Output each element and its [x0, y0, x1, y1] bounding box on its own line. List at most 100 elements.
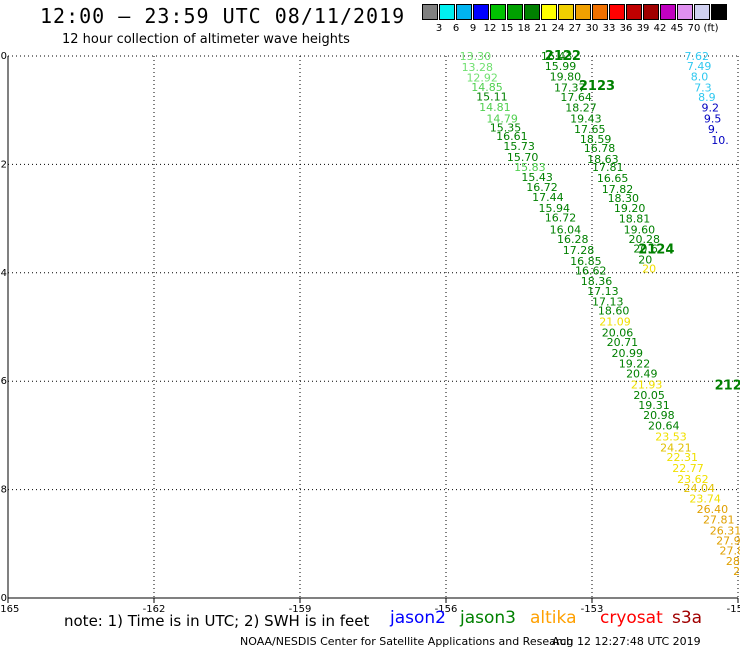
- y-tick-label: -32: [0, 159, 7, 170]
- colorbar-swatch: [592, 4, 608, 20]
- colorbar-swatch: [558, 4, 574, 20]
- x-tick-label: -150: [727, 604, 740, 615]
- wave-height-point: 20.6: [633, 242, 658, 255]
- wave-height-point: 16.65: [597, 172, 629, 185]
- wave-height-point: 15.94: [538, 202, 570, 215]
- colorbar-swatch: [660, 4, 676, 20]
- wave-height-point: 17.37: [554, 81, 586, 94]
- colorbar-swatch: [541, 4, 557, 20]
- satellite-jason2: jason2: [390, 608, 446, 628]
- wave-height-point: 17.28: [563, 244, 595, 257]
- wave-height-point: 20.71: [607, 336, 639, 349]
- x-tick-label: -165: [0, 604, 19, 615]
- wave-height-point: 9.: [708, 123, 719, 136]
- wave-height-point: 16.04: [550, 223, 582, 236]
- wave-height-point: 17.81: [592, 161, 624, 174]
- satellite-altika: altika: [530, 608, 577, 628]
- chart-subtitle: 12 hour collection of altimeter wave hei…: [62, 32, 350, 47]
- colorbar-swatch: [609, 4, 625, 20]
- wave-height-point: 16.61: [496, 130, 528, 143]
- colorbar-swatch: [490, 4, 506, 20]
- wave-height-point: 16.85: [570, 255, 602, 268]
- y-tick-label: -30: [0, 51, 7, 62]
- wave-height-point: 23.62: [677, 473, 709, 486]
- generated-timestamp: Aug 12 12:27:48 UTC 2019: [552, 635, 701, 648]
- colorbar-swatch: [711, 4, 727, 20]
- colorbar-label: 3: [435, 23, 443, 34]
- x-tick-label: -162: [143, 604, 166, 615]
- wave-height-point: 20.49: [626, 368, 658, 381]
- wave-height-point: 19.20: [614, 202, 646, 215]
- colorbar-swatch: [524, 4, 540, 20]
- wave-height-point: 16.78: [584, 142, 616, 155]
- wave-height-point: 16.28: [557, 233, 589, 246]
- wave-height-point: 22.77: [672, 462, 704, 475]
- wave-height-point: 27.81: [703, 513, 735, 526]
- x-tick-label: -156: [435, 604, 458, 615]
- wave-height-point: 17.44: [532, 191, 564, 204]
- colorbar-label: 15: [500, 23, 514, 34]
- wave-height-point: 16.72: [526, 181, 558, 194]
- wave-height-point: 15.11: [476, 91, 508, 104]
- wave-height-point: 20.99: [611, 347, 643, 360]
- y-tick-label: -38: [0, 485, 7, 496]
- wave-height-point: 20.06: [602, 326, 634, 339]
- wave-height-point: 19.60: [624, 223, 656, 236]
- colorbar-swatch: [575, 4, 591, 20]
- wave-height-point: 20.98: [643, 409, 675, 422]
- wave-height-point: 12.92: [466, 72, 498, 85]
- colorbar-label: 45: [670, 23, 684, 34]
- colorbar-swatch: [456, 4, 472, 20]
- wave-height-point: 16.72: [545, 212, 577, 225]
- colorbar-label: 30: [585, 23, 599, 34]
- wave-height-point: 15.99: [545, 60, 577, 73]
- wave-height-point: 15.43: [521, 171, 553, 184]
- wave-height-point: 14.79: [486, 112, 517, 125]
- colorbar-swatch: [626, 4, 642, 20]
- wave-height-point: 2: [733, 565, 740, 578]
- wave-height-point: 26.31: [710, 524, 740, 537]
- wave-height-point: 14.81: [479, 101, 511, 114]
- wave-height-point: 18.63: [587, 153, 619, 166]
- units-note: note: 1) Time is in UTC; 2) SWH is in fe…: [64, 612, 370, 630]
- wave-height-point: 8.9: [698, 91, 716, 104]
- wave-height-point: 17.64: [560, 91, 592, 104]
- wave-height-point: 18.59: [580, 133, 612, 146]
- wave-height-point: 19.43: [570, 112, 602, 125]
- pass-number-label: 2122: [545, 49, 581, 64]
- pass-number-label: 2125: [715, 379, 740, 394]
- wave-height-point: 15.70: [507, 151, 539, 164]
- wave-height-point: 16.62: [575, 265, 607, 278]
- y-tick-label: -34: [0, 268, 7, 279]
- colorbar-swatch: [422, 4, 438, 20]
- wave-height-point: 23.53: [655, 430, 687, 443]
- wave-height-point: 9.5: [704, 112, 722, 125]
- satellite-s3a: s3a: [672, 608, 703, 628]
- wave-height-point: 18.27: [565, 101, 597, 114]
- chart-title: 12:00 – 23:59 UTC 08/11/2019: [40, 4, 406, 28]
- wave-height-point: 18.81: [619, 213, 651, 226]
- wave-height-point: 17.65: [574, 123, 606, 136]
- credit-line: NOAA/NESDIS Center for Satellite Applica…: [240, 635, 574, 648]
- wave-height-point: 21.09: [599, 316, 631, 329]
- colorbar-swatch: [507, 4, 523, 20]
- wave-height-point: 9.2: [702, 101, 720, 114]
- wave-height-point: 17.82: [602, 183, 634, 196]
- wave-height-point: 20: [642, 262, 656, 275]
- wave-height-point: 15.83: [514, 161, 546, 174]
- wave-height-point: 28: [726, 555, 740, 568]
- satellite-jason3: jason3: [460, 608, 516, 628]
- wave-height-point: 26.40: [697, 503, 729, 516]
- colorbar-label: (ft): [703, 23, 719, 34]
- wave-height-point: 20.64: [648, 420, 680, 433]
- colorbar-label: 24: [551, 23, 565, 34]
- wave-height-point: 13.30: [460, 50, 492, 63]
- wave-height-point: 18.36: [581, 275, 613, 288]
- wave-height-point: 15.35: [490, 122, 522, 135]
- colorbar-label: 6: [452, 23, 460, 34]
- colorbar-swatch: [694, 4, 710, 20]
- wave-height-point: 18.30: [608, 192, 640, 205]
- colorbar-label: 27: [568, 23, 582, 34]
- wave-height-point: 7.62: [684, 50, 709, 63]
- wave-height-point: 15.73: [503, 140, 534, 153]
